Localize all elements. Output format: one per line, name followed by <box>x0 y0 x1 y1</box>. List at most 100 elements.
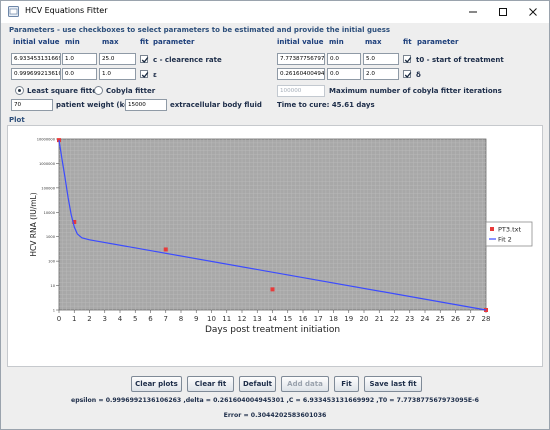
x-tick-label: 10 <box>207 315 216 323</box>
x-tick-label: 18 <box>329 315 338 323</box>
legend-box <box>485 221 533 247</box>
x-tick-label: 5 <box>133 315 137 323</box>
right-header-min: min <box>329 38 344 46</box>
data-point <box>163 247 168 252</box>
minimize-icon <box>469 11 477 13</box>
y-tick-label: 1000 <box>46 235 56 239</box>
checkmark-icon <box>404 57 412 63</box>
x-tick-label: 26 <box>451 315 460 323</box>
x-tick-label: 16 <box>299 315 308 323</box>
epsilon-min-field[interactable]: 0.0 <box>62 68 97 80</box>
epsilon-fit-checkbox[interactable] <box>140 70 149 78</box>
epsilon-initial-value-field[interactable]: 0.9996992136106263 <box>11 68 61 80</box>
x-tick-label: 0 <box>57 315 61 323</box>
cobyla-iterations-field[interactable]: 100000 <box>277 85 325 97</box>
fit-parameters-result: epsilon = 0.9996992136106263 ,delta = 0.… <box>71 397 479 404</box>
checkmark-icon <box>141 72 149 78</box>
t0-parameter-label: t0 - start of treatment <box>416 56 504 64</box>
t0-min-field[interactable]: 0.0 <box>327 53 361 65</box>
least-square-label: Least square fitter <box>27 87 101 95</box>
y-tick-label: 100000 <box>41 186 55 190</box>
x-tick-label: 15 <box>283 315 292 323</box>
parameters-section-label: Parameters - use checkboxes to select pa… <box>9 26 391 34</box>
data-point <box>270 287 275 292</box>
x-tick-label: 13 <box>253 315 262 323</box>
time-to-cure-label: Time to cure: 45.61 days <box>277 101 375 109</box>
x-tick-label: 22 <box>390 315 399 323</box>
c-initial-value-field[interactable]: 6.933453131669992 <box>11 53 61 65</box>
patient-weight-field[interactable]: 70 <box>11 99 53 111</box>
c-parameter-label: c - clearence rate <box>153 56 222 64</box>
x-tick-label: 6 <box>148 315 153 323</box>
delta-initial-value-field[interactable]: 0.261604004945301 <box>277 68 325 80</box>
y-tick-label: 10 <box>50 284 55 288</box>
y-tick-label: 10000 <box>44 211 56 215</box>
c-fit-checkbox[interactable] <box>140 55 149 63</box>
app-icon <box>8 6 19 17</box>
fit-line <box>58 140 487 311</box>
delta-min-field[interactable]: 0.0 <box>327 68 361 80</box>
x-tick-label: 4 <box>118 315 123 323</box>
t0-fit-checkbox[interactable] <box>403 55 412 63</box>
t0-max-field[interactable]: 5.0 <box>363 53 399 65</box>
y-tick-label: 1 <box>53 309 55 313</box>
x-tick-label: 14 <box>268 315 277 323</box>
x-tick-label: 7 <box>164 315 168 323</box>
plot-section-label: Plot <box>9 116 25 124</box>
x-tick-label: 28 <box>482 315 491 323</box>
x-tick-label: 8 <box>179 315 183 323</box>
maximize-button[interactable] <box>488 1 518 23</box>
cobyla-radio[interactable] <box>94 86 103 95</box>
save-last-fit-button[interactable]: Save last fit <box>364 376 422 392</box>
patient-weight-label: patient weight (kg) <box>56 101 133 109</box>
x-tick-label: 9 <box>194 315 198 323</box>
least-square-radio[interactable] <box>15 86 24 95</box>
t0-initial-value-field[interactable]: 7.773877567973095E <box>277 53 325 65</box>
checkmark-icon <box>404 72 412 78</box>
left-header-min: min <box>65 38 80 46</box>
window-title: HCV Equations Fitter <box>25 6 108 15</box>
extracellular-fluid-field[interactable]: 15000 <box>125 99 167 111</box>
y-tick-label: 100 <box>48 260 56 264</box>
c-min-field[interactable]: 1.0 <box>62 53 97 65</box>
right-header-parameter: parameter <box>417 38 459 46</box>
x-tick-label: 25 <box>436 315 445 323</box>
left-header-initial-value: initial value <box>13 38 60 46</box>
x-tick-label: 21 <box>375 315 384 323</box>
add-data-button[interactable]: Add data <box>281 376 329 392</box>
default-button[interactable]: Default <box>239 376 276 392</box>
fit-button[interactable]: Fit <box>334 376 359 392</box>
delta-max-field[interactable]: 2.0 <box>363 68 399 80</box>
x-tick-label: 19 <box>344 315 353 323</box>
legend-swatch-points <box>490 227 494 231</box>
right-header-initial-value: initial value <box>277 38 324 46</box>
y-tick-label: 1000000 <box>39 162 56 166</box>
c-max-field[interactable]: 25.0 <box>99 53 136 65</box>
legend-label-points: PT3.txt <box>498 226 521 234</box>
x-tick-label: 12 <box>238 315 247 323</box>
y-tick-label: 10000000 <box>37 138 56 142</box>
delta-fit-checkbox[interactable] <box>403 70 412 78</box>
epsilon-max-field[interactable]: 1.0 <box>99 68 136 80</box>
epsilon-parameter-label: ε <box>153 71 157 79</box>
minimize-button[interactable] <box>458 1 488 23</box>
fit-error-result: Error = 0.3044202583601036 <box>223 412 327 419</box>
left-header-max: max <box>102 38 119 46</box>
x-tick-label: 23 <box>405 315 414 323</box>
close-button[interactable] <box>518 1 548 23</box>
chart: 0 1 2 3 4 5 6 7 8 9 10 11 12 13 14 15 16 17 18 19 20 21 22 23 24… <box>29 138 533 335</box>
maximize-icon <box>499 8 507 16</box>
right-header-max: max <box>365 38 382 46</box>
clear-plots-button[interactable]: Clear plots <box>131 376 182 392</box>
right-header-fit: fit <box>403 38 412 46</box>
x-tick-label: 17 <box>314 315 323 323</box>
x-tick-label: 11 <box>222 315 231 323</box>
x-tick-label: 3 <box>103 315 107 323</box>
x-tick-label: 1 <box>72 315 76 323</box>
left-header-parameter: parameter <box>153 38 195 46</box>
plot-panel: 0 1 2 3 4 5 6 7 8 9 10 11 12 13 14 15 16 17 18 19 20 21 22 23 24… <box>7 125 543 367</box>
close-icon <box>529 8 537 16</box>
clear-fit-button[interactable]: Clear fit <box>187 376 234 392</box>
legend-label-line: Fit 2 <box>498 236 512 244</box>
